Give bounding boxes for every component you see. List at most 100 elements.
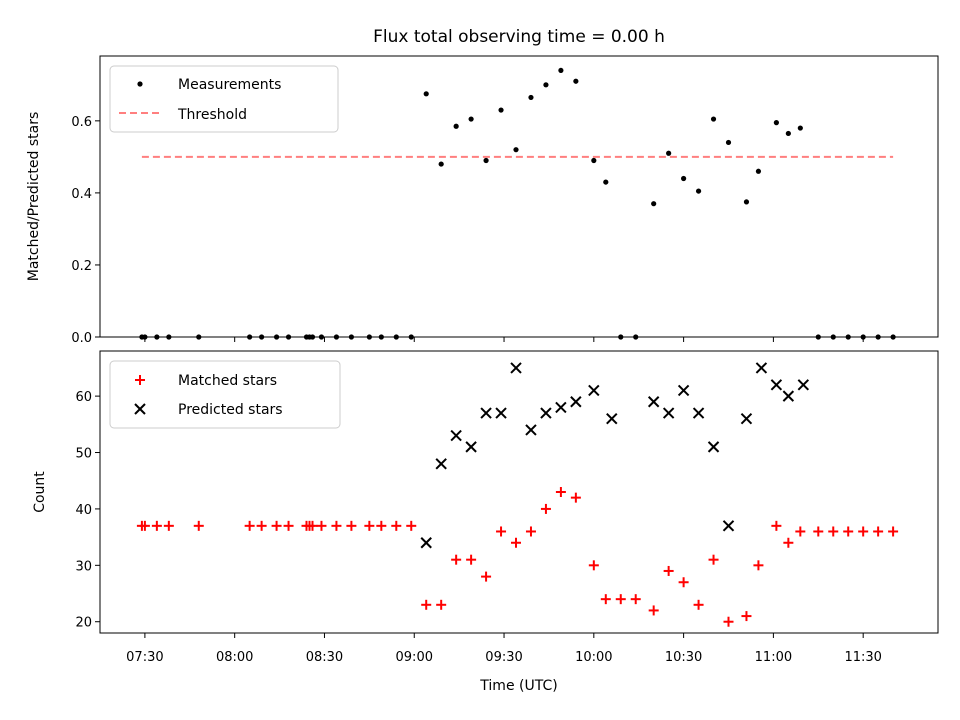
matched-star-marker xyxy=(888,526,899,537)
matched-star-marker xyxy=(256,520,267,531)
matched-star-marker xyxy=(316,520,327,531)
measurement-point xyxy=(797,125,803,131)
matched-star-marker xyxy=(663,565,674,576)
measurement-point xyxy=(666,150,672,156)
x-tick-label: 09:30 xyxy=(485,650,522,665)
matched-star-marker xyxy=(346,520,357,531)
matched-star-marker xyxy=(600,594,611,605)
matched-star-marker xyxy=(783,537,794,548)
predicted-stars-layer xyxy=(420,362,810,549)
matched-star-marker xyxy=(139,520,150,531)
matched-star-marker xyxy=(630,594,641,605)
top-y-tick-label: 0.6 xyxy=(71,115,92,130)
measurement-point xyxy=(710,116,717,122)
bottom-y-axis-label: Count xyxy=(32,471,48,513)
x-tick-label: 11:00 xyxy=(755,650,792,665)
matched-star-marker xyxy=(271,520,282,531)
matched-star-marker xyxy=(678,577,689,588)
bottom-plot-frame xyxy=(99,350,939,634)
predicted-star-marker xyxy=(740,412,753,425)
matched-star-marker xyxy=(436,599,447,610)
bottom-panel: 20 30 40 50 60 07:30 08:00 08:30 09:00 09:30 10:00… xyxy=(32,350,939,694)
bottom-y-tick-label: 30 xyxy=(75,559,92,574)
chart-title: Flux total observing time = 0.00 h xyxy=(373,27,665,47)
measurement-point xyxy=(513,147,519,153)
matched-star-marker xyxy=(391,520,402,531)
matched-star-marker xyxy=(843,526,854,537)
bottom-y-tick-label: 20 xyxy=(75,616,92,631)
matched-star-marker xyxy=(421,599,432,610)
matched-star-marker xyxy=(648,605,659,616)
measurement-point xyxy=(573,78,579,84)
matched-star-marker xyxy=(693,599,704,610)
measurement-point xyxy=(681,175,687,182)
predicted-star-marker xyxy=(540,407,552,419)
measurement-point xyxy=(453,123,459,129)
matched-star-marker xyxy=(828,526,839,537)
matched-star-marker xyxy=(555,487,566,497)
bottom-y-tick-label: 40 xyxy=(75,503,92,518)
matched-star-marker xyxy=(244,520,255,531)
top-y-tick-label: 0.2 xyxy=(71,259,92,274)
bottom-y-tick-label: 60 xyxy=(75,390,92,405)
top-y-axis-label: Matched/Predicted stars xyxy=(26,112,42,282)
top-plot-frame xyxy=(99,55,939,338)
predicted-star-marker xyxy=(722,520,735,532)
legend-matched-label: Matched stars xyxy=(178,373,277,389)
measurement-point xyxy=(591,157,597,164)
measurement-point xyxy=(725,139,732,146)
matched-star-marker xyxy=(540,503,551,514)
legend-matched-marker xyxy=(135,375,145,385)
matched-star-marker xyxy=(163,520,174,531)
legend-predicted-marker xyxy=(134,403,146,415)
matched-star-marker xyxy=(151,520,162,531)
measurement-point xyxy=(468,116,474,122)
predicted-star-marker xyxy=(782,390,795,402)
measurement-point xyxy=(528,94,534,101)
measurement-point xyxy=(773,120,779,126)
matched-star-marker xyxy=(307,520,318,531)
matched-star-marker xyxy=(193,520,204,531)
predicted-star-marker xyxy=(465,441,477,453)
matched-star-marker xyxy=(525,526,536,537)
x-tick-label: 09:00 xyxy=(396,650,433,665)
top-panel: 0.0 0.2 0.4 0.6 Matched/Predicted stars Mea… xyxy=(26,55,939,346)
matched-star-marker xyxy=(570,492,581,503)
x-axis-label: Time (UTC) xyxy=(479,678,557,694)
x-tick-label: 07:30 xyxy=(126,650,163,665)
matched-star-marker xyxy=(364,520,375,531)
predicted-star-marker xyxy=(588,384,600,397)
predicted-star-marker xyxy=(606,412,618,425)
x-tick-label: 11:30 xyxy=(844,650,881,665)
matched-star-marker xyxy=(723,616,734,627)
matched-star-marker xyxy=(451,554,462,565)
x-tick-label: 10:00 xyxy=(575,650,612,665)
predicted-star-marker xyxy=(450,429,462,442)
predicted-star-marker xyxy=(692,407,705,419)
matched-star-marker xyxy=(481,571,492,582)
matched-star-marker xyxy=(331,520,342,531)
bottom-legend-box xyxy=(109,360,341,429)
matched-star-marker xyxy=(858,526,869,537)
matched-star-marker xyxy=(406,520,417,531)
top-ticks: 0.0 0.2 0.4 0.6 xyxy=(71,115,864,346)
top-legend: Measurements Threshold xyxy=(109,65,339,133)
measurement-point xyxy=(558,67,564,74)
matched-star-marker xyxy=(283,520,294,531)
matched-star-marker xyxy=(466,554,477,565)
predicted-star-marker xyxy=(420,537,432,549)
matched-star-marker xyxy=(511,537,522,548)
measurement-point xyxy=(755,168,762,174)
predicted-star-marker xyxy=(770,379,783,391)
legend-threshold-label: Threshold xyxy=(177,107,247,123)
matched-star-marker xyxy=(708,554,719,565)
predicted-star-marker xyxy=(510,362,522,374)
bottom-ticks: 20 30 40 50 60 07:30 08:00 08:30 09:00 09:30 10:00… xyxy=(75,390,881,665)
predicted-star-marker xyxy=(570,396,582,408)
measurement-point xyxy=(438,161,444,167)
bottom-y-tick-label: 50 xyxy=(75,447,92,462)
legend-measurements-label: Measurements xyxy=(178,77,281,93)
predicted-star-marker xyxy=(662,407,675,419)
x-tick-label: 08:30 xyxy=(306,650,343,665)
